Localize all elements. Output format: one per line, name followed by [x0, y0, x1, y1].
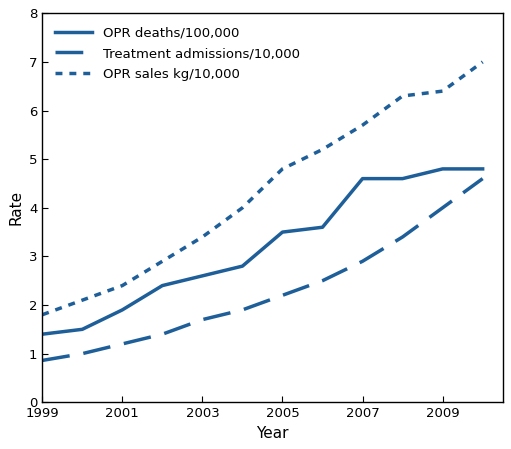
Treatment admissions/10,000 [400, 234, 406, 240]
OPR deaths/100,000 [480, 166, 486, 172]
OPR deaths/100,000 [280, 229, 286, 235]
OPR deaths/100,000 [439, 166, 446, 172]
OPR deaths/100,000 [159, 283, 166, 288]
OPR deaths/100,000 [239, 264, 245, 269]
OPR sales kg/10,000 [280, 166, 286, 172]
OPR sales kg/10,000 [159, 259, 166, 264]
OPR deaths/100,000 [39, 331, 45, 337]
Treatment admissions/10,000 [159, 331, 166, 337]
Y-axis label: Rate: Rate [8, 190, 24, 225]
OPR sales kg/10,000 [480, 59, 486, 65]
Treatment admissions/10,000 [79, 351, 85, 357]
Treatment admissions/10,000 [319, 278, 326, 283]
OPR sales kg/10,000 [239, 205, 245, 211]
Treatment admissions/10,000 [280, 293, 286, 298]
OPR sales kg/10,000 [79, 298, 85, 303]
OPR deaths/100,000 [79, 326, 85, 332]
Treatment admissions/10,000 [119, 341, 125, 347]
Treatment admissions/10,000 [39, 358, 45, 363]
OPR deaths/100,000 [199, 273, 205, 278]
Treatment admissions/10,000 [239, 307, 245, 313]
OPR sales kg/10,000 [199, 234, 205, 240]
OPR sales kg/10,000 [119, 283, 125, 288]
OPR deaths/100,000 [119, 307, 125, 313]
Line: OPR deaths/100,000: OPR deaths/100,000 [42, 169, 483, 334]
OPR deaths/100,000 [359, 176, 365, 181]
OPR sales kg/10,000 [39, 312, 45, 317]
Line: OPR sales kg/10,000: OPR sales kg/10,000 [42, 62, 483, 315]
Line: Treatment admissions/10,000: Treatment admissions/10,000 [42, 179, 483, 361]
OPR sales kg/10,000 [319, 147, 326, 152]
Treatment admissions/10,000 [439, 205, 446, 211]
OPR deaths/100,000 [319, 224, 326, 230]
Treatment admissions/10,000 [480, 176, 486, 181]
Treatment admissions/10,000 [359, 259, 365, 264]
OPR sales kg/10,000 [359, 123, 365, 128]
OPR deaths/100,000 [400, 176, 406, 181]
Legend: OPR deaths/100,000, Treatment admissions/10,000, OPR sales kg/10,000: OPR deaths/100,000, Treatment admissions… [49, 20, 307, 88]
OPR sales kg/10,000 [400, 93, 406, 99]
Treatment admissions/10,000 [199, 317, 205, 322]
OPR sales kg/10,000 [439, 88, 446, 94]
X-axis label: Year: Year [256, 426, 289, 440]
